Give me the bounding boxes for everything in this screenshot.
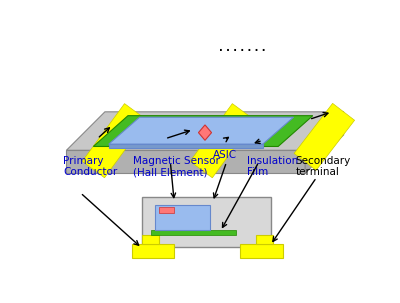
Bar (132, 244, 174, 258)
Polygon shape (109, 117, 294, 144)
Text: Primary
Conductor: Primary Conductor (63, 156, 118, 177)
Bar (159, 207, 174, 213)
Polygon shape (66, 150, 305, 173)
Bar (142, 197, 271, 247)
Bar (142, 235, 159, 244)
Bar (155, 205, 210, 230)
Bar (240, 244, 283, 258)
Text: Secondary
terminal: Secondary terminal (296, 156, 351, 177)
Text: ASIC: ASIC (213, 150, 237, 160)
Polygon shape (93, 116, 313, 146)
Polygon shape (305, 112, 344, 173)
Text: Insulation
Film: Insulation Film (247, 156, 298, 177)
Polygon shape (66, 112, 344, 150)
Text: . . . . . . .: . . . . . . . (219, 43, 265, 53)
Bar (256, 235, 273, 244)
Text: Magnetic Sensor
(Hall Element): Magnetic Sensor (Hall Element) (133, 156, 220, 177)
Polygon shape (198, 125, 212, 140)
Polygon shape (82, 104, 147, 178)
Bar (151, 230, 236, 235)
Polygon shape (190, 104, 255, 178)
Polygon shape (294, 103, 354, 170)
Polygon shape (109, 144, 263, 148)
